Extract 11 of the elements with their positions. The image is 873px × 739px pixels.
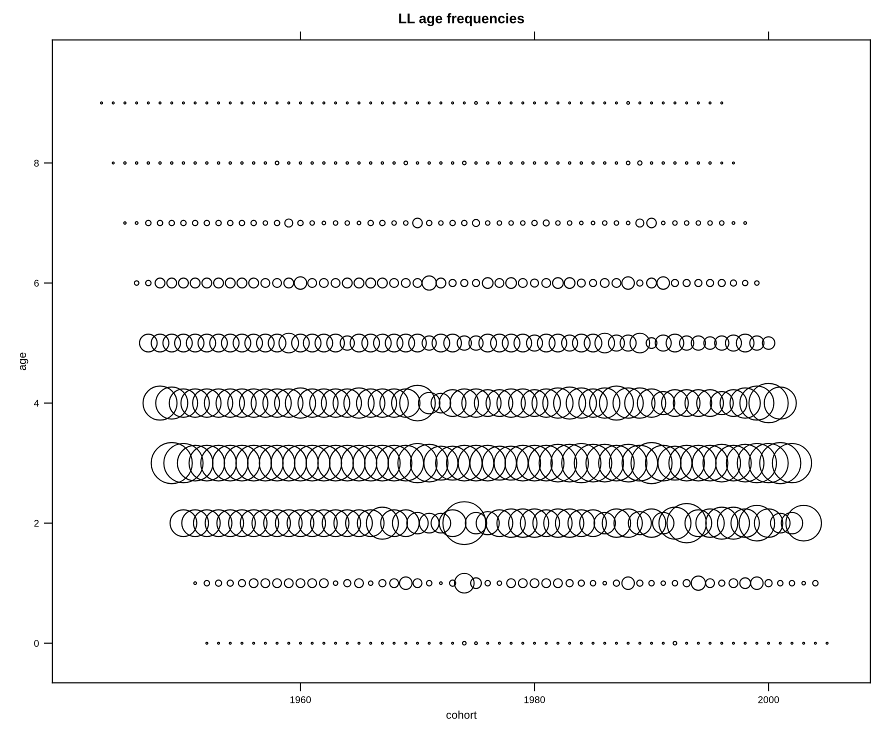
x-tick-label: 1960	[290, 696, 311, 704]
y-tick-label: 6	[34, 280, 39, 287]
y-tick-label: 2	[34, 520, 39, 527]
y-tick-label: 8	[34, 160, 39, 167]
x-tick-label: 2000	[758, 696, 780, 704]
y-axis-title: age	[20, 352, 28, 370]
y-tick-label: 4	[34, 400, 39, 407]
chart-title: LL age frequencies	[399, 13, 524, 26]
x-axis-title: cohort	[446, 710, 477, 719]
x-tick-label: 1980	[524, 696, 545, 704]
y-tick-label: 0	[34, 640, 39, 647]
